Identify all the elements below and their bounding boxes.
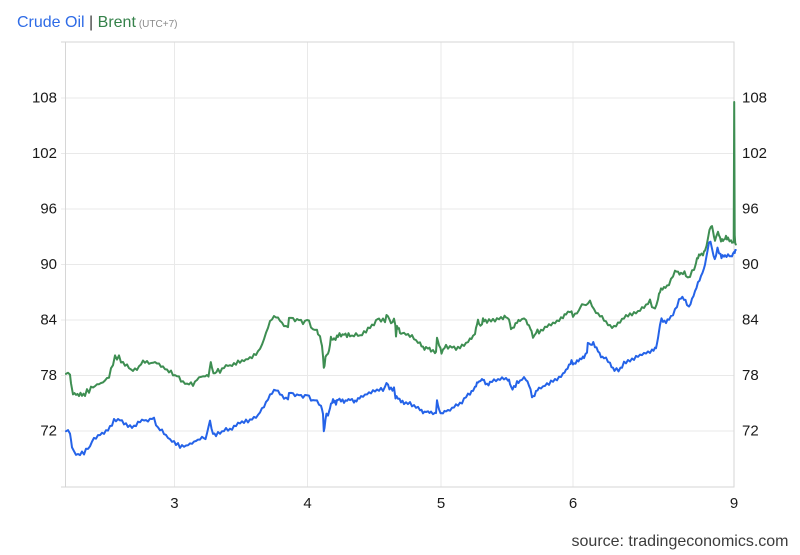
svg-text:5: 5 <box>437 495 445 512</box>
svg-text:96: 96 <box>742 201 759 218</box>
svg-text:90: 90 <box>742 256 759 273</box>
svg-text:102: 102 <box>32 145 57 162</box>
svg-text:84: 84 <box>40 312 57 329</box>
svg-text:78: 78 <box>40 367 57 384</box>
svg-text:4: 4 <box>303 495 311 512</box>
svg-text:78: 78 <box>742 367 759 384</box>
svg-text:108: 108 <box>32 90 57 107</box>
svg-text:3: 3 <box>170 495 178 512</box>
svg-text:9: 9 <box>730 495 738 512</box>
svg-text:90: 90 <box>40 256 57 273</box>
svg-text:102: 102 <box>742 145 767 162</box>
svg-text:108: 108 <box>742 90 767 107</box>
svg-text:72: 72 <box>742 423 759 440</box>
svg-text:96: 96 <box>40 201 57 218</box>
svg-text:72: 72 <box>40 423 57 440</box>
svg-text:84: 84 <box>742 312 759 329</box>
svg-text:6: 6 <box>569 495 577 512</box>
